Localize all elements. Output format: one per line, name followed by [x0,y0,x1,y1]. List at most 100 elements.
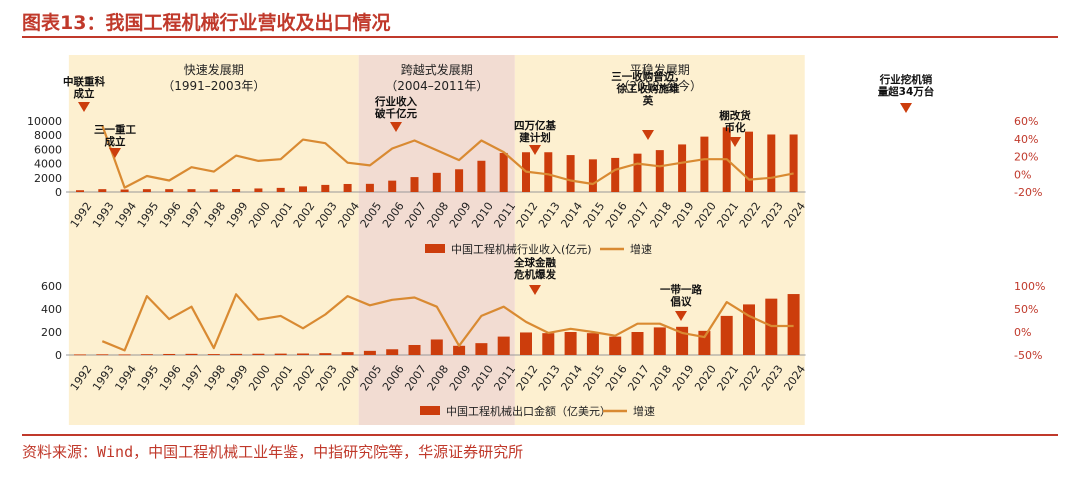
growth-line [101,293,794,352]
title-rule [22,36,1058,38]
bar [544,152,553,192]
bar [655,150,664,192]
annotation-text: 中联重科 [63,75,105,88]
bar [678,144,687,192]
source-rule [22,434,1058,436]
annotation-text: 成立 [74,87,95,100]
annotation-marker [109,148,121,158]
bar [767,134,776,192]
y-right-tick: 40% [1014,133,1038,146]
bar [187,189,196,192]
y-left-tick: 10000 [27,115,62,128]
bar [140,354,153,355]
y-left-tick: 4000 [34,158,62,171]
annotation-text: 行业挖机销 [879,73,933,86]
bar [430,339,443,355]
annotation-text: 一带一路 [660,283,702,296]
phase-name: 快速发展期 [184,62,244,77]
y-left-tick: 8000 [34,129,62,142]
y-left-tick: 200 [41,326,62,339]
y-left-tick: 400 [41,303,62,316]
phase-band [514,55,805,425]
growth-line [101,125,794,189]
bar [588,159,597,192]
bar [633,153,642,192]
bar [343,183,352,192]
bar [609,336,622,355]
bar [698,330,711,355]
annotation-text: 棚改货 [719,109,751,122]
bar [745,131,753,192]
bar [96,354,109,356]
y-right-tick: 20% [1014,151,1038,164]
y-left-tick: 2000 [34,172,62,185]
bar [142,189,151,192]
annotation-marker [529,145,541,155]
annotation-marker [675,311,687,321]
bar [499,152,508,192]
bar [477,160,486,192]
annotation-text: 量超34万台 [878,85,935,98]
y-right-tick: 0% [1014,326,1031,339]
bar [720,315,733,355]
bar [363,350,376,355]
bar [165,189,174,192]
bar [74,354,86,356]
legend-bar-swatch [425,244,445,253]
bar [453,345,466,355]
bar [252,353,265,355]
phase-name: 平稳发展期 [630,62,690,77]
y-left-tick: 6000 [34,143,62,156]
y-left-tick: 0 [55,349,62,362]
bar [653,327,666,355]
annotation-marker [390,122,402,132]
annotation-text: 三一重工 [94,123,136,136]
phase-range: （1991–2003年） [162,79,265,93]
bar [564,332,577,355]
bar [274,353,287,355]
bar [408,344,421,355]
y-right-tick: -50% [1014,349,1042,362]
bar [700,136,709,192]
bar [276,187,285,192]
y-right-tick: 60% [1014,115,1038,128]
y-right-tick: 100% [1014,280,1045,293]
annotation-marker [642,130,654,140]
annotation-text: 币化 [725,121,746,134]
annotation-text: 破千亿元 [375,107,417,120]
annotation-text: 行业收入 [374,95,417,108]
bar [743,304,755,355]
y-right-tick: 50% [1014,303,1038,316]
bar [365,183,374,192]
annotation-text: 全球金融 [513,256,556,269]
annotation-text: 倡议 [670,295,692,308]
bar [455,169,464,192]
y-right-tick: -20% [1014,186,1042,199]
annotation-text: 三一收购普迈， [611,70,685,83]
bar [542,333,555,355]
bar [520,332,532,355]
annotation-text: 英 [642,94,654,107]
phase-range: （2004–2011年） [385,79,488,93]
bar [410,177,419,192]
annotation-text: 建计划 [518,131,551,144]
source-note: 资料来源：Wind，中国工程机械工业年鉴，中指研究院等，华源证券研究所 [22,443,524,461]
annotation-marker [78,102,90,112]
annotation-text: 成立 [105,135,126,148]
bar [299,186,307,192]
bar [118,354,131,356]
bar [207,354,220,355]
figure-title: 图表13：我国工程机械行业营收及出口情况 [22,12,391,34]
bar [230,353,243,355]
legend-line-label: 增速 [633,404,655,418]
bar [787,294,800,355]
bar [297,353,309,355]
phase-band [68,55,359,425]
legend-bar-swatch [420,406,440,415]
bar [319,353,332,355]
bar [185,353,198,355]
bar [98,189,107,192]
bar [432,172,441,192]
bar [566,155,575,192]
